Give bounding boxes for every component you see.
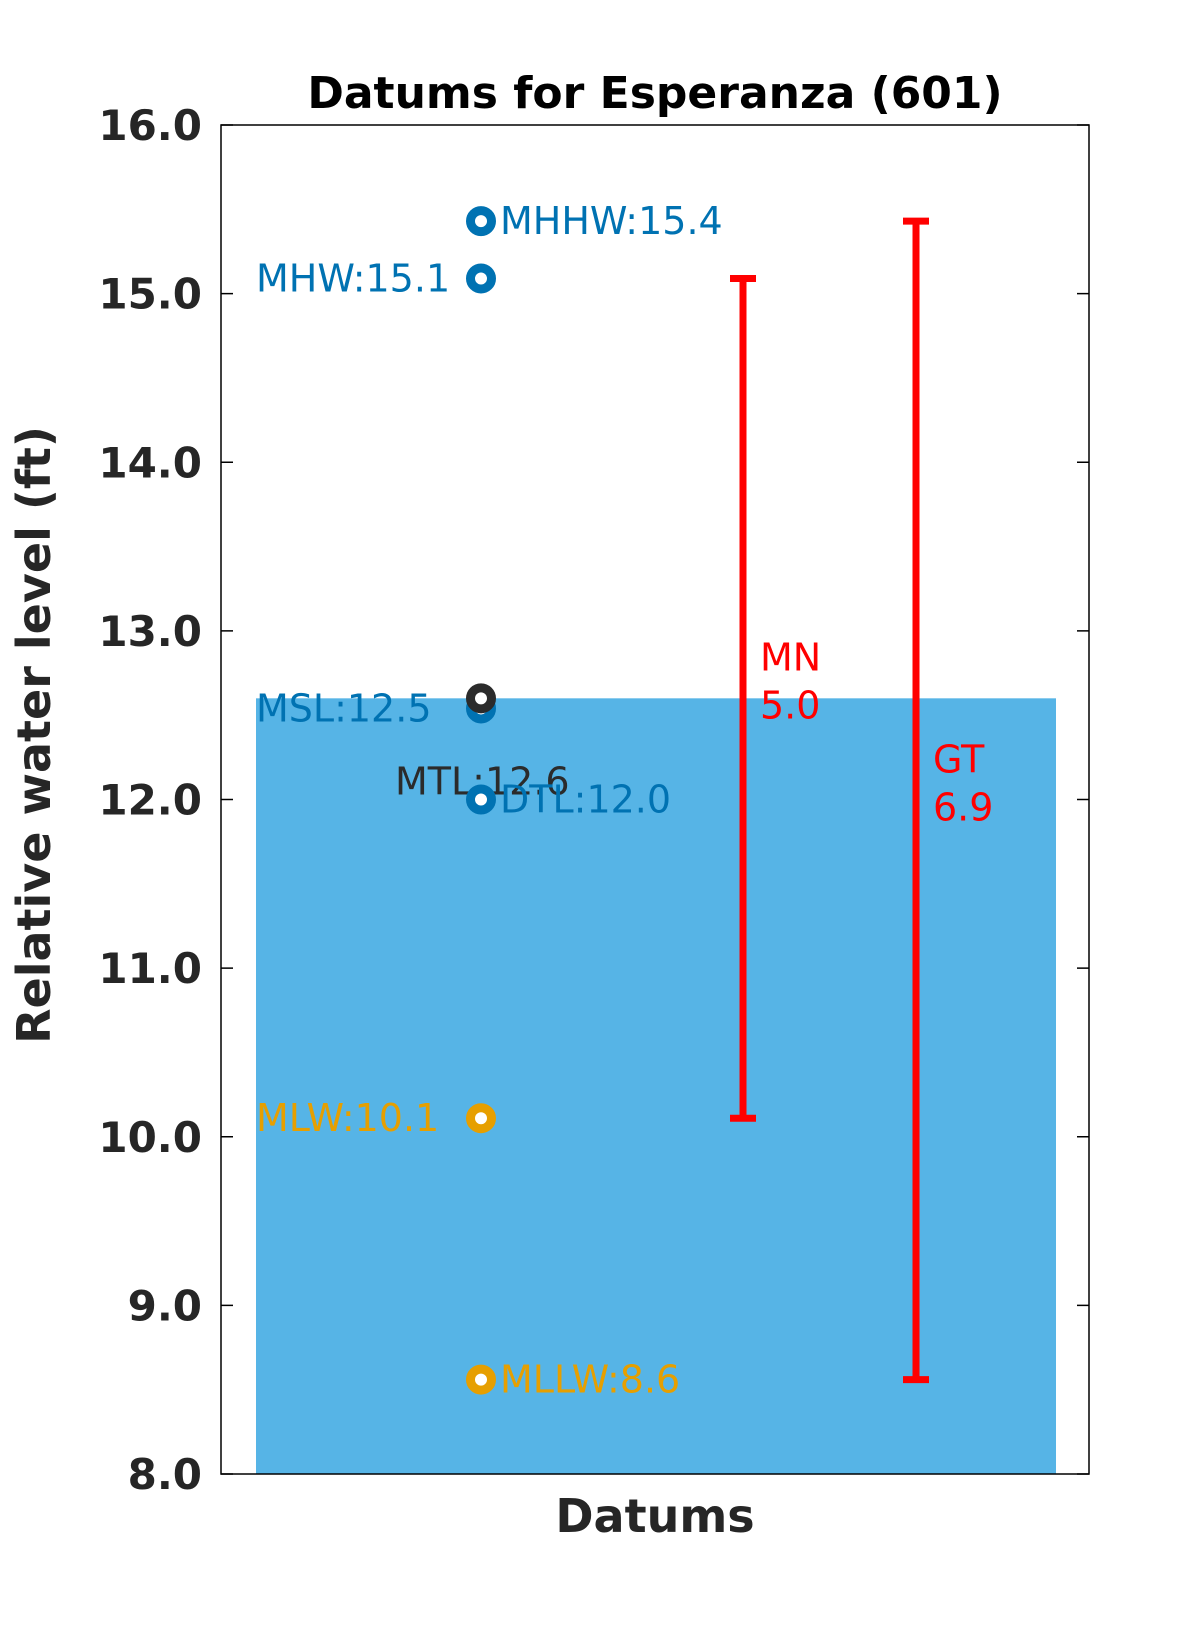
chart-title: Datums for Esperanza (601): [307, 68, 1002, 119]
datum-marker: [466, 206, 496, 237]
water-level-fill: [256, 698, 1056, 1474]
y-tick-label: 10.0: [98, 1113, 202, 1162]
datum-marker: [466, 1364, 496, 1395]
range-value-label: 5.0: [760, 683, 820, 727]
datum-marker: [466, 1103, 496, 1134]
datum-label: MHW:15.1: [256, 256, 450, 300]
y-axis-label: Relative water level (ft): [7, 426, 61, 1044]
range-value-label: 6.9: [933, 785, 993, 829]
y-tick-label: 16.0: [98, 101, 202, 150]
datum-label: MHHW:15.4: [500, 199, 723, 243]
range-name-label: MN: [760, 635, 821, 679]
datum-marker: [466, 784, 496, 815]
y-tick-label: 11.0: [98, 944, 202, 993]
x-axis-label: Datums: [555, 1489, 754, 1543]
plot-area: 8.0 9.0 10.0 11.0 12.0 13.0 14.0 15.0 16.0 MN5.0 G…: [98, 101, 1090, 1499]
datum-marker: [466, 683, 496, 714]
datum-label: MSL:12.5: [256, 686, 432, 730]
y-tick-label: 12.0: [98, 776, 202, 825]
y-tick-label: 8.0: [128, 1450, 202, 1499]
datum-label: DTL:12.0: [500, 778, 671, 822]
y-tick-label: 13.0: [98, 607, 202, 656]
y-tick-label: 9.0: [128, 1281, 202, 1330]
datum-label: MLW:10.1: [256, 1096, 439, 1140]
datum-label: MLLW:8.6: [500, 1358, 680, 1402]
datum-marker: [466, 263, 496, 294]
y-tick-label: 14.0: [98, 438, 202, 487]
range-name-label: GT: [933, 737, 985, 781]
y-tick-label: 15.0: [98, 270, 202, 319]
